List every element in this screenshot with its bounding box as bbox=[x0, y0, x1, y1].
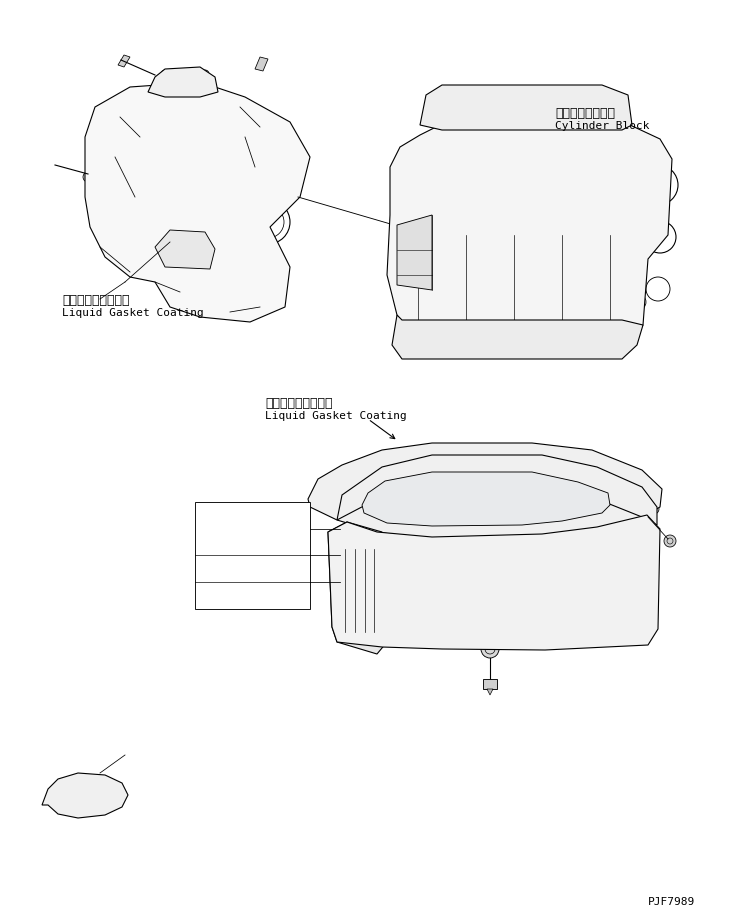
Polygon shape bbox=[397, 215, 432, 290]
Polygon shape bbox=[483, 679, 497, 689]
Circle shape bbox=[523, 88, 557, 122]
Circle shape bbox=[407, 245, 417, 255]
Text: Cylinder Block: Cylinder Block bbox=[555, 121, 650, 131]
Polygon shape bbox=[85, 82, 310, 322]
Text: シリンダブロック: シリンダブロック bbox=[555, 107, 615, 120]
Polygon shape bbox=[195, 502, 310, 609]
Polygon shape bbox=[337, 455, 657, 525]
Polygon shape bbox=[118, 55, 130, 67]
Polygon shape bbox=[255, 57, 268, 71]
Polygon shape bbox=[487, 689, 493, 695]
Polygon shape bbox=[155, 230, 215, 269]
Circle shape bbox=[647, 488, 657, 498]
Polygon shape bbox=[308, 443, 662, 540]
Circle shape bbox=[101, 798, 115, 812]
Circle shape bbox=[161, 70, 169, 78]
Text: 液状ガスケット塗布: 液状ガスケット塗布 bbox=[265, 397, 332, 410]
Polygon shape bbox=[148, 67, 218, 97]
Polygon shape bbox=[42, 773, 128, 818]
Circle shape bbox=[664, 535, 676, 547]
Text: Liquid Gasket Coating: Liquid Gasket Coating bbox=[265, 411, 407, 421]
Circle shape bbox=[83, 172, 93, 182]
Polygon shape bbox=[420, 85, 632, 130]
Text: PJF7989: PJF7989 bbox=[648, 897, 695, 907]
Circle shape bbox=[201, 70, 209, 78]
Polygon shape bbox=[387, 125, 672, 355]
Polygon shape bbox=[328, 515, 660, 650]
Circle shape bbox=[483, 88, 517, 122]
Polygon shape bbox=[392, 315, 643, 359]
Circle shape bbox=[563, 88, 597, 122]
Circle shape bbox=[481, 640, 499, 658]
Text: 液状ガスケット塗布: 液状ガスケット塗布 bbox=[62, 294, 130, 307]
Text: Liquid Gasket Coating: Liquid Gasket Coating bbox=[62, 308, 203, 318]
Circle shape bbox=[407, 220, 417, 230]
Polygon shape bbox=[362, 472, 610, 526]
Circle shape bbox=[649, 504, 659, 514]
Circle shape bbox=[443, 88, 477, 122]
Circle shape bbox=[407, 270, 417, 280]
Polygon shape bbox=[328, 522, 387, 654]
